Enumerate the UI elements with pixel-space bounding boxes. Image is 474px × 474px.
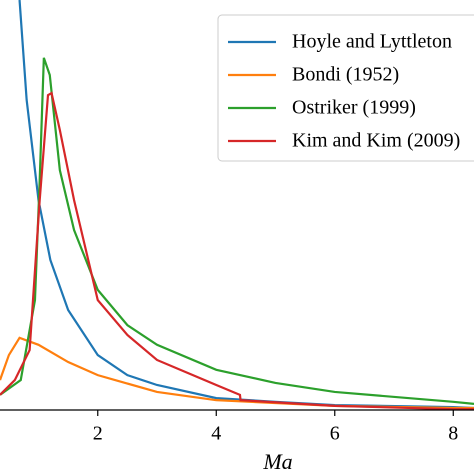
x-tick-label: 4	[211, 423, 221, 445]
x-tick-label: 8	[448, 423, 458, 445]
legend-label: Bondi (1952)	[292, 64, 399, 86]
x-tick-label: 6	[330, 423, 340, 445]
x-axis-label: Ma	[262, 449, 292, 474]
legend-label: Ostriker (1999)	[292, 97, 416, 119]
legend: Hoyle and Lyttleton Bondi (1952) Ostriker …	[217, 14, 474, 162]
line	[0, 91, 474, 411]
legend-label: Kim and Kim (2009)	[292, 130, 460, 152]
legend-label: Hoyle and Lyttleton	[292, 31, 452, 53]
legend-frame	[217, 14, 474, 162]
x-tick-label: 2	[93, 423, 103, 445]
